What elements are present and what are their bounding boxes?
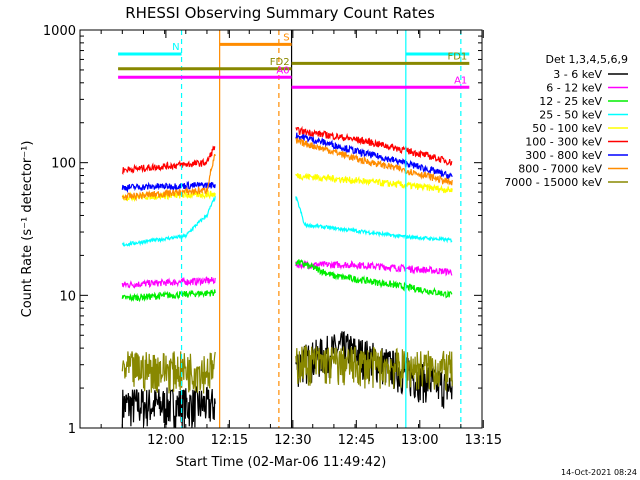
x-tick-label-2: 12:15 — [211, 433, 248, 448]
series-4-segment-2 — [295, 196, 453, 244]
y-axis-label: Count Rate (s⁻¹ detector⁻¹) — [20, 141, 35, 318]
legend-title: Det 1,3,4,5,6,9 — [545, 53, 628, 66]
x-tick-label-3: 12:30 — [274, 433, 311, 448]
series-6-segment-2 — [295, 125, 453, 166]
y-tick-label-1: 1 — [68, 422, 76, 437]
x-axis-label: Start Time (02-Mar-06 11:49:42) — [176, 455, 387, 470]
legend-label-4: 25 - 50 keV — [539, 109, 602, 122]
annotation-label-5: FD2 — [270, 57, 290, 68]
series-6-segment-1 — [121, 145, 216, 175]
legend-label-5: 50 - 100 keV — [532, 122, 602, 135]
legend-label-2: 6 - 12 keV — [546, 82, 602, 95]
series-3-segment-1 — [121, 289, 216, 303]
y-tick-label-3: 100 — [51, 157, 76, 172]
legend-label-3: 12 - 25 keV — [539, 95, 602, 108]
legend-label-8: 800 - 7000 keV — [518, 163, 602, 176]
annotation-label-1: N — [172, 42, 179, 53]
series-8-segment-2 — [295, 137, 453, 186]
series-7-segment-2 — [295, 132, 453, 180]
chart-title: RHESSI Observing Summary Count Rates — [125, 4, 435, 22]
series-9-segment-1 — [121, 351, 216, 394]
axis-ticks: 12:00 12:15 12:30 12:45 13:00 13:15 1 10 100 1000 — [43, 24, 502, 448]
series-2-segment-1 — [121, 276, 216, 289]
annotation-label-4: FD1 — [447, 51, 467, 62]
series-8-segment-1 — [121, 154, 216, 202]
legend-label-7: 300 - 800 keV — [525, 149, 602, 162]
x-tick-label-1: 12:00 — [147, 433, 184, 448]
series-9-segment-2 — [295, 345, 453, 393]
legend-label-1: 3 - 6 keV — [553, 68, 602, 81]
x-tick-label-5: 13:00 — [401, 433, 438, 448]
y-tick-label-4: 1000 — [43, 24, 76, 39]
series-3-segment-2 — [295, 259, 453, 299]
legend-label-9: 7000 - 15000 keV — [504, 176, 602, 189]
annotation-label-6: A0 — [276, 65, 289, 76]
chart-marks — [121, 125, 453, 429]
footer-timestamp: 14-Oct-2021 08:24 — [561, 468, 637, 477]
plot-frame — [79, 29, 483, 429]
annotation-label-7: A1 — [454, 75, 467, 86]
y-tick-label-2: 10 — [59, 289, 76, 304]
series-2-segment-2 — [295, 259, 453, 277]
series-4-segment-1 — [121, 195, 216, 248]
x-tick-label-4: 12:45 — [338, 433, 375, 448]
series-7-segment-1 — [121, 180, 216, 194]
vertical-markers — [180, 30, 462, 428]
series-5-segment-2 — [295, 172, 453, 194]
series-1-segment-1 — [121, 385, 216, 429]
x-tick-label-6: 13:15 — [465, 433, 502, 448]
annotation-label-3: S — [283, 32, 289, 43]
legend-label-6: 100 - 300 keV — [525, 136, 602, 149]
